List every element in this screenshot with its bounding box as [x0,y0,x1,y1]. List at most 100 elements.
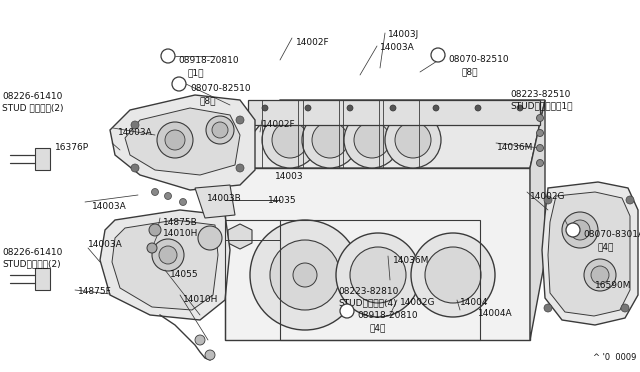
Circle shape [570,220,590,240]
Text: 14010H: 14010H [163,229,198,238]
Circle shape [198,226,222,250]
Text: 08070-82510: 08070-82510 [190,84,251,93]
Circle shape [536,160,543,167]
Polygon shape [35,268,50,290]
Circle shape [350,247,406,303]
Polygon shape [248,100,540,125]
Circle shape [544,304,552,312]
Circle shape [431,48,445,62]
Text: （8）: （8） [462,67,479,76]
Circle shape [536,129,543,137]
Circle shape [591,266,609,284]
Text: ^ '0  0009: ^ '0 0009 [593,353,636,362]
Text: 08918-20810: 08918-20810 [357,311,418,320]
Circle shape [157,122,193,158]
Polygon shape [542,182,638,325]
Circle shape [621,304,629,312]
Circle shape [159,246,177,264]
Circle shape [152,239,184,271]
Circle shape [566,223,580,237]
Polygon shape [125,108,240,175]
Text: 14003A: 14003A [380,43,415,52]
Circle shape [584,259,616,291]
Circle shape [149,224,161,236]
Text: 14003J: 14003J [388,30,419,39]
Circle shape [344,112,400,168]
Circle shape [562,212,598,248]
Text: 08223-82510: 08223-82510 [510,90,570,99]
Circle shape [626,196,634,204]
Text: （1）: （1） [188,68,205,77]
Text: B: B [435,51,440,60]
Text: 14002G: 14002G [400,298,435,307]
Circle shape [262,105,268,111]
Circle shape [236,116,244,124]
Polygon shape [228,224,252,249]
Polygon shape [35,148,50,170]
Polygon shape [530,100,545,340]
Text: 08226-61410: 08226-61410 [2,92,62,101]
Polygon shape [100,210,230,320]
Text: B: B [177,80,182,89]
Text: 14003A: 14003A [92,202,127,211]
Text: STUDスタッド(2): STUDスタッド(2) [2,259,61,268]
Circle shape [205,350,215,360]
Text: 14003A: 14003A [118,128,153,137]
Text: 14010H: 14010H [183,295,218,304]
Text: （4）: （4） [597,242,613,251]
Circle shape [411,233,495,317]
Polygon shape [112,220,218,310]
Circle shape [302,112,358,168]
Text: 08223-82810: 08223-82810 [338,287,398,296]
Circle shape [536,144,543,151]
Text: （8）: （8） [200,96,216,105]
Text: 14002F: 14002F [296,38,330,47]
Circle shape [336,233,420,317]
Circle shape [179,199,186,205]
Text: 14036M: 14036M [497,143,533,152]
Text: STUDスタンド（1）: STUDスタンド（1） [510,101,573,110]
Circle shape [293,263,317,287]
Circle shape [433,105,439,111]
Circle shape [270,240,340,310]
Circle shape [354,122,390,158]
Text: 14055: 14055 [170,270,198,279]
Polygon shape [548,192,630,316]
Text: 14002F: 14002F [262,120,296,129]
Circle shape [305,105,311,111]
Circle shape [250,220,360,330]
Circle shape [147,243,157,253]
Circle shape [312,122,348,158]
Circle shape [340,304,354,318]
Circle shape [390,105,396,111]
Circle shape [347,105,353,111]
Text: 16376P: 16376P [55,143,89,152]
Circle shape [517,105,523,111]
Circle shape [425,247,481,303]
Polygon shape [110,95,255,190]
Circle shape [385,112,441,168]
Circle shape [165,130,185,150]
Circle shape [536,115,543,122]
Text: N: N [165,51,171,61]
Circle shape [164,192,172,199]
Text: 08918-20810: 08918-20810 [178,56,239,65]
Text: 14003B: 14003B [207,194,242,203]
Text: 14003: 14003 [275,172,303,181]
Text: STUDスタンド(4): STUDスタンド(4) [338,298,397,307]
Circle shape [395,122,431,158]
Polygon shape [225,100,545,168]
Circle shape [206,116,234,144]
Circle shape [236,164,244,172]
Circle shape [172,77,186,91]
Text: STUD スタッド(2): STUD スタッド(2) [2,103,63,112]
Text: 08070-82510: 08070-82510 [448,55,509,64]
Polygon shape [225,168,530,340]
Text: 14036M: 14036M [393,256,429,265]
Circle shape [544,196,552,204]
Text: 14003A: 14003A [88,240,123,249]
Text: 14875B: 14875B [163,218,198,227]
Text: 14035: 14035 [268,196,296,205]
Circle shape [152,189,159,196]
Text: 08070-8301A: 08070-8301A [583,230,640,239]
